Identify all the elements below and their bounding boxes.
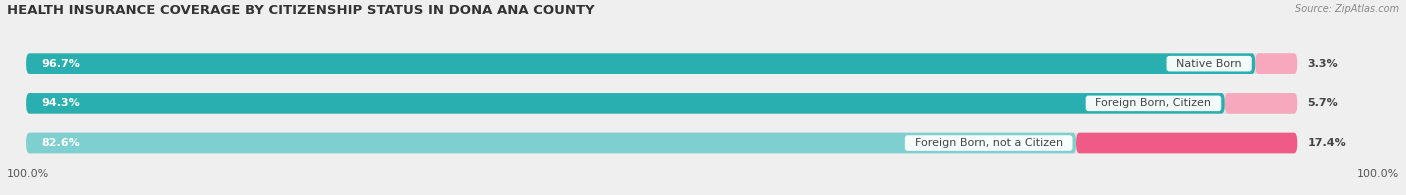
Text: Foreign Born, Citizen: Foreign Born, Citizen: [1088, 98, 1219, 108]
FancyBboxPatch shape: [1225, 93, 1298, 114]
FancyBboxPatch shape: [1076, 133, 1298, 153]
FancyBboxPatch shape: [27, 93, 1298, 114]
Text: 5.7%: 5.7%: [1308, 98, 1339, 108]
Text: Foreign Born, not a Citizen: Foreign Born, not a Citizen: [908, 138, 1070, 148]
Text: 17.4%: 17.4%: [1308, 138, 1346, 148]
Text: HEALTH INSURANCE COVERAGE BY CITIZENSHIP STATUS IN DONA ANA COUNTY: HEALTH INSURANCE COVERAGE BY CITIZENSHIP…: [7, 4, 595, 17]
FancyBboxPatch shape: [27, 53, 1298, 74]
Text: 94.3%: 94.3%: [41, 98, 80, 108]
Text: 3.3%: 3.3%: [1308, 59, 1339, 69]
FancyBboxPatch shape: [27, 133, 1076, 153]
Text: 82.6%: 82.6%: [41, 138, 80, 148]
Text: 100.0%: 100.0%: [7, 169, 49, 179]
FancyBboxPatch shape: [27, 93, 1225, 114]
Text: Native Born: Native Born: [1170, 59, 1249, 69]
Text: Source: ZipAtlas.com: Source: ZipAtlas.com: [1295, 4, 1399, 14]
Text: 96.7%: 96.7%: [41, 59, 80, 69]
FancyBboxPatch shape: [27, 53, 1256, 74]
FancyBboxPatch shape: [27, 133, 1298, 153]
Text: 100.0%: 100.0%: [1357, 169, 1399, 179]
FancyBboxPatch shape: [1256, 53, 1298, 74]
